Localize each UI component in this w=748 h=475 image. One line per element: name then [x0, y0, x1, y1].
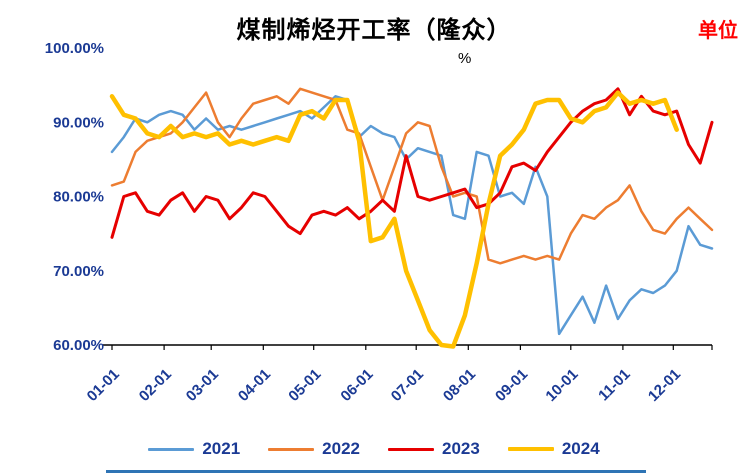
x-tick-label: 08-01 [440, 366, 479, 405]
legend-swatch-2023 [388, 447, 434, 451]
chart-title: 煤制烯烃开工率（隆众） [236, 17, 512, 44]
x-tick-label: 07-01 [388, 366, 427, 405]
legend-item-2022: 2022 [268, 439, 360, 459]
legend-swatch-2024 [507, 446, 554, 452]
x-tick-label: 09-01 [492, 366, 531, 405]
x-tick-label: 11-01 [595, 366, 634, 405]
x-tick-label: 04-01 [235, 366, 274, 405]
y-tick-label: 60.00% [53, 337, 104, 354]
legend-item-2023: 2023 [388, 439, 480, 459]
bottom-divider [106, 470, 646, 473]
legend-swatch-2021 [148, 447, 195, 451]
series-line-2022 [110, 87, 714, 265]
legend-item-2021: 2021 [148, 439, 240, 459]
unit-label: 单位 [698, 20, 738, 42]
y-tick-label: 70.00% [53, 263, 104, 280]
series-line-2021 [110, 95, 714, 336]
x-tick-label: 06-01 [337, 366, 376, 405]
legend-swatch-2022 [268, 447, 315, 451]
x-tick-label: 05-01 [285, 366, 324, 405]
x-tick-label: 10-01 [542, 366, 581, 405]
y-tick-label: 100.00% [45, 40, 104, 57]
series-line-2023 [110, 87, 714, 239]
legend-label: 2023 [442, 439, 480, 458]
x-tick-label: 02-01 [136, 366, 175, 405]
chart-legend: 2021 2022 2023 2024 [0, 439, 748, 459]
x-tick-label: 12-01 [645, 366, 684, 405]
legend-item-2024: 2024 [507, 439, 600, 459]
legend-label: 2022 [322, 439, 360, 458]
x-tick-label: 03-01 [183, 366, 222, 405]
legend-label: 2024 [561, 439, 600, 458]
legend-label: 2021 [202, 439, 241, 458]
series-line-2024 [109, 90, 679, 349]
y-tick-label: 90.00% [53, 114, 104, 131]
x-tick-label: 01-01 [84, 366, 123, 405]
axis-unit-label: % [458, 50, 472, 67]
y-tick-label: 80.00% [53, 189, 104, 206]
